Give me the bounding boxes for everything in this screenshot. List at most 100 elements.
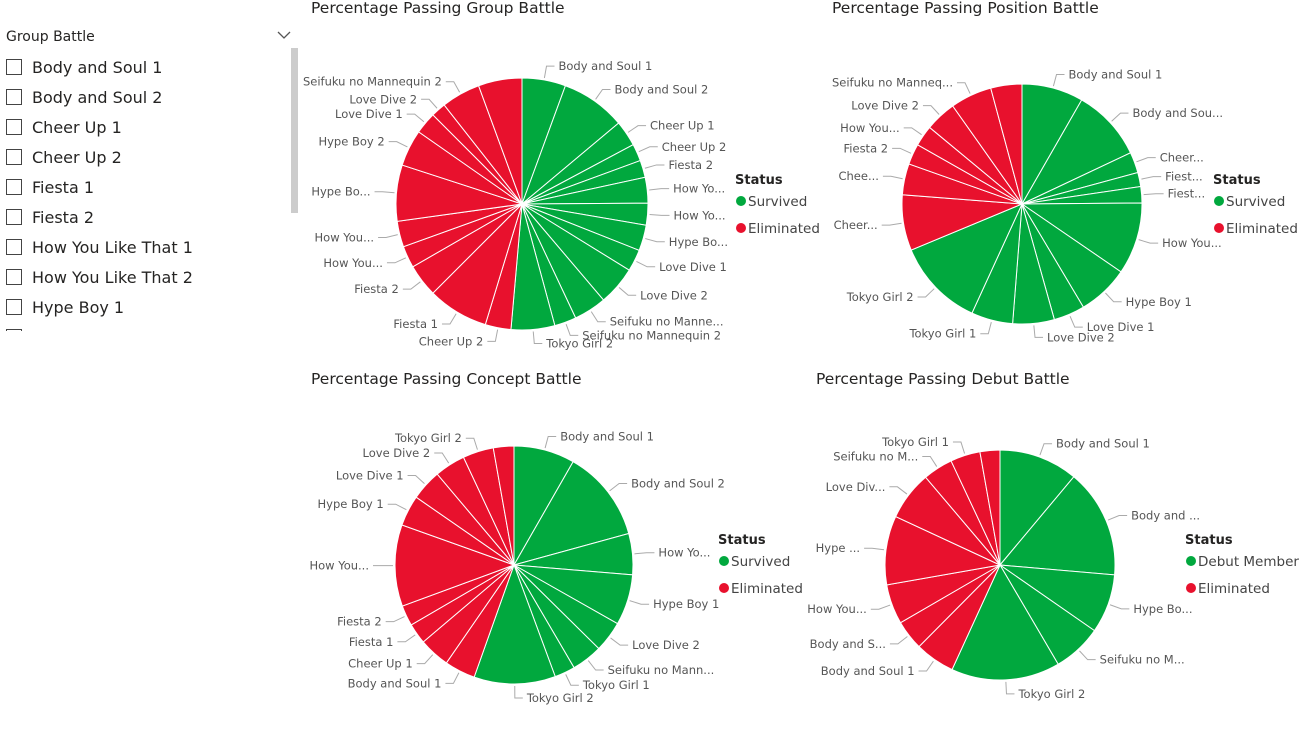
slicer-item[interactable]: Body and Soul 2 (6, 82, 193, 112)
slicer-item-label: Hype Boy 1 (32, 297, 125, 317)
leader-line (1039, 443, 1053, 456)
slicer-item-label: Fiesta 2 (32, 207, 95, 227)
leader-line (629, 600, 650, 605)
slice-label: Fiesta 2 (844, 141, 889, 155)
pie-slice (1020, 99, 1132, 206)
leader-line (1069, 315, 1083, 328)
slice-label: Fiest... (1168, 187, 1206, 201)
slicer-item-label: How You Like That 2 (32, 267, 193, 287)
leader-line (421, 98, 438, 109)
checkbox[interactable] (6, 179, 22, 195)
leader-line (386, 257, 407, 264)
leader-line (922, 105, 940, 115)
leader-line (889, 636, 908, 645)
leader-line (638, 146, 658, 153)
slice-label: Fiesta 2 (337, 615, 382, 629)
checkbox[interactable] (6, 299, 22, 315)
slice-label: Body and Soul 2 (631, 477, 725, 491)
slicer-item[interactable]: Fiesta 1 (6, 172, 193, 202)
leader-line (397, 634, 416, 643)
legend-marker (1214, 196, 1224, 206)
slice-label: Love Dive 2 (349, 92, 417, 106)
slice-label: Fiesta 2 (354, 282, 399, 296)
checkbox[interactable] (6, 119, 22, 135)
slicer-item[interactable]: Cheer Up 1 (6, 112, 193, 142)
checkbox[interactable] (6, 329, 22, 331)
pie-slice (477, 77, 523, 205)
checkbox[interactable] (6, 149, 22, 165)
slice-label: Tokyo Girl 2 (394, 431, 462, 445)
scrollbar[interactable] (291, 48, 298, 213)
legend-marker (1186, 556, 1196, 566)
legend-title: Status (735, 173, 783, 188)
leader-line (532, 331, 543, 344)
legend-label: Survived (1226, 194, 1285, 210)
slice-label: Tokyo Girl 2 (526, 691, 594, 705)
pie-slice (999, 476, 1116, 576)
legend-label: Eliminated (1198, 581, 1270, 597)
checkbox[interactable] (6, 209, 22, 225)
pie-slice (951, 563, 1059, 681)
leader-line (636, 260, 656, 268)
slicer: Group Battle Body and Soul 1 Body and Sou… (0, 26, 300, 331)
slice-label: Body and S... (810, 637, 886, 651)
slice-label: Love Dive 2 (640, 288, 708, 302)
legend-title: Status (1185, 533, 1233, 548)
leader-line (1033, 325, 1044, 338)
slicer-item[interactable]: Fiesta 2 (6, 202, 193, 232)
checkbox[interactable] (6, 269, 22, 285)
slice-label: How Yo... (658, 546, 710, 560)
pie-slice (512, 461, 630, 566)
slicer-title: Group Battle (6, 29, 95, 45)
leader-line (590, 311, 606, 323)
leader-line (903, 127, 922, 136)
slice-label: Tokyo Girl 2 (846, 290, 914, 304)
slicer-item[interactable]: Hype Boy 1 (6, 292, 193, 322)
slice-label: Fiesta 2 (668, 158, 713, 172)
leader-line (1052, 74, 1065, 87)
slice-label: Love Dive 2 (851, 99, 919, 113)
leader-line (649, 213, 670, 216)
leader-line (892, 147, 912, 154)
checkbox[interactable] (6, 239, 22, 255)
pie-slice (910, 203, 1023, 314)
leader-line (407, 475, 425, 484)
leader-line (917, 288, 935, 298)
slice-label: Hype Boy 1 (1126, 295, 1192, 309)
chart-title: Percentage Passing Group Battle (311, 0, 565, 17)
slicer-item-label: Body and Soul 1 (32, 57, 163, 77)
leader-line (402, 281, 421, 290)
leader-line (1111, 112, 1129, 122)
slicer-item[interactable]: How You Like That 1 (6, 232, 193, 262)
leader-line (644, 164, 665, 169)
legend-label: Eliminated (748, 221, 820, 237)
slice-label: Body and Soul 1 (1069, 68, 1163, 82)
slice-label: Love Dive 2 (1047, 330, 1115, 344)
checkbox[interactable] (6, 89, 22, 105)
slice-label: Love Dive 2 (363, 446, 431, 460)
pie-slice (473, 563, 556, 685)
legend-label: Debut Member (1198, 554, 1299, 570)
slice-label: Love Dive 1 (336, 469, 404, 483)
slicer-item[interactable]: How You Like That 2 (6, 262, 193, 292)
legend-label: Eliminated (1226, 221, 1298, 237)
leader-line (610, 637, 629, 646)
leader-line (565, 323, 579, 336)
slicer-item[interactable]: Cheer Up 2 (6, 142, 193, 172)
leader-line (565, 674, 579, 686)
slice-label: How Yo... (674, 208, 726, 222)
slicer-item[interactable]: Body and Soul 1 (6, 52, 193, 82)
slicer-item[interactable]: Hype Boy 2 (6, 322, 193, 331)
slice-label: Cheer Up 1 (348, 657, 413, 671)
slice-label: How You... (807, 602, 867, 616)
slicer-dropdown[interactable] (277, 30, 291, 40)
slice-label: Body and ... (1131, 508, 1200, 522)
legend-marker (1214, 223, 1224, 233)
checkbox[interactable] (6, 59, 22, 75)
legend-marker (719, 556, 729, 566)
slice-label: Fiest... (1165, 170, 1203, 184)
slicer-item-label: Fiesta 1 (32, 177, 95, 197)
slice-label: Love Div... (826, 480, 886, 494)
slice-label: Fiesta 1 (393, 317, 438, 331)
